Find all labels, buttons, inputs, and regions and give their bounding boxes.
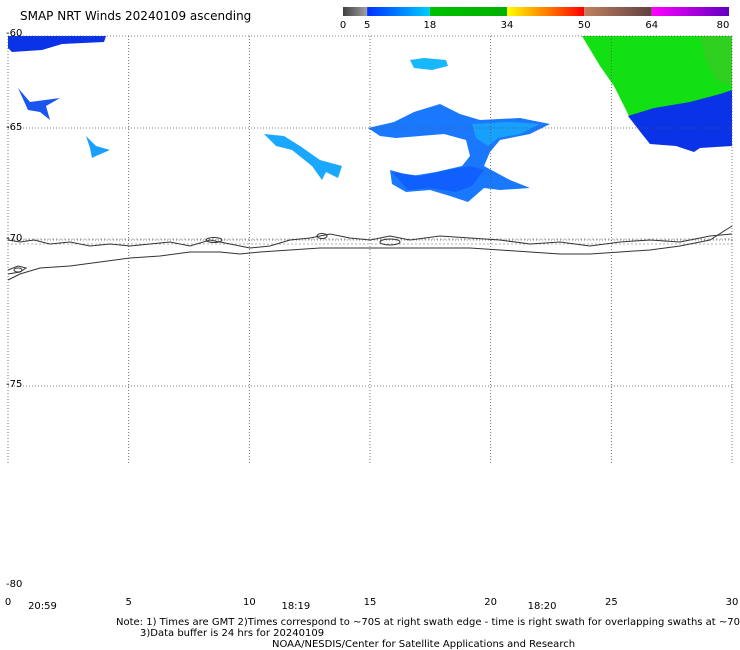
- swath-time-label: 20:59: [28, 601, 57, 612]
- ice-edge-band: [7, 238, 733, 245]
- colorbar-label: 34: [500, 20, 514, 31]
- colorbar-label: 80: [716, 20, 730, 31]
- longitude-label: 10: [242, 597, 256, 608]
- latitude-label: -75: [6, 379, 23, 390]
- wind-patch: [410, 58, 448, 70]
- wind-patch: [628, 90, 732, 152]
- colorbar-label: 18: [423, 20, 437, 31]
- longitude-label: 5: [125, 597, 132, 608]
- swath-time-label: 18:20: [527, 601, 557, 612]
- note-line-2: 3)Data buffer is 24 hrs for 20240109: [140, 628, 325, 639]
- note-line-1: Note: 1) Times are GMT 2)Times correspon…: [116, 617, 740, 628]
- wind-patch: [582, 36, 732, 118]
- colorbar-segment: [429, 7, 508, 16]
- colorbar-label: 50: [577, 20, 591, 31]
- latitude-label: -60: [6, 28, 23, 39]
- wind-speed-colorbar: [343, 7, 729, 16]
- latitude-label: -70: [6, 233, 23, 244]
- colorbar-segment: [367, 7, 430, 16]
- wind-swaths: [8, 36, 732, 202]
- credit-line: NOAA/NESDIS/Center for Satellite Applica…: [272, 639, 576, 650]
- colorbar-label: 5: [363, 20, 371, 31]
- longitude-label: 15: [363, 597, 377, 608]
- latitude-label: -65: [6, 122, 23, 133]
- wind-patch: [86, 136, 110, 158]
- wind-patch: [18, 88, 60, 120]
- colorbar-segment: [507, 7, 585, 16]
- colorbar-segment: [584, 7, 652, 16]
- longitude-label: 20: [484, 597, 498, 608]
- colorbar-label: 64: [645, 20, 659, 31]
- latitude-label: -80: [6, 579, 23, 590]
- wind-patch: [392, 166, 484, 192]
- longitude-label: 30: [725, 597, 739, 608]
- wind-patch: [8, 36, 106, 52]
- map-title: SMAP NRT Winds 20240109 ascending: [20, 9, 252, 23]
- wind-patch: [700, 36, 732, 86]
- longitude-label: 25: [604, 597, 618, 608]
- swath-time-label: 18:19: [281, 601, 311, 612]
- coastline: [7, 225, 733, 281]
- graticule: [7, 35, 733, 464]
- wind-patch: [264, 134, 342, 180]
- colorbar-label: 0: [339, 20, 347, 31]
- colorbar-segment: [343, 7, 368, 16]
- colorbar-segment: [651, 7, 729, 16]
- longitude-label: 0: [4, 597, 12, 608]
